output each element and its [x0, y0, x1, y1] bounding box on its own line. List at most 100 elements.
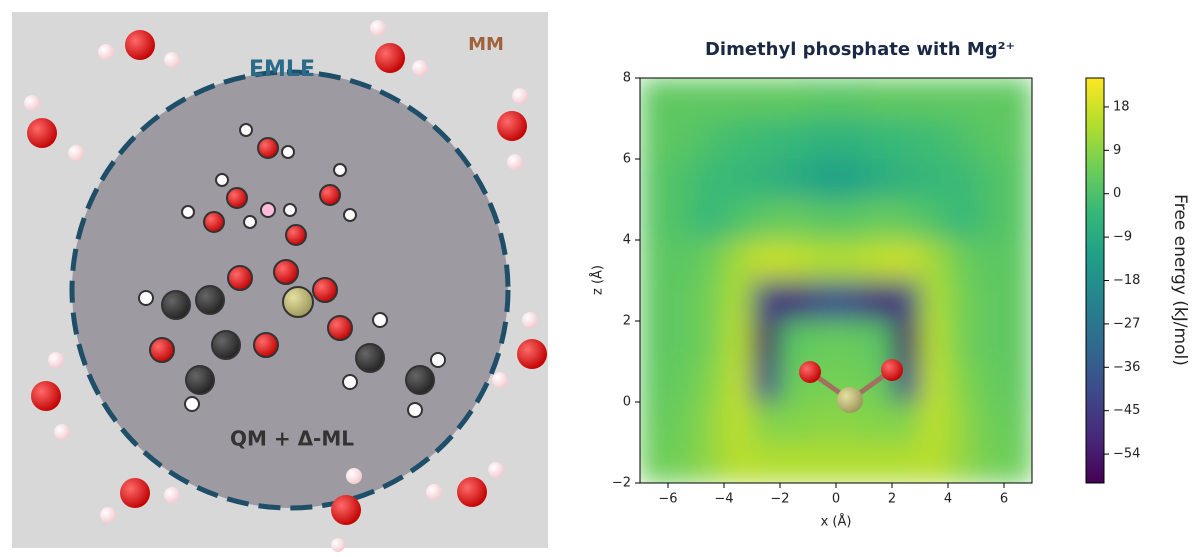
heatmap-cell — [752, 362, 781, 403]
heatmap-cell — [668, 119, 697, 160]
heatmap-cell — [752, 78, 781, 119]
heatmap-cell — [864, 240, 893, 281]
heatmap-cell — [948, 362, 977, 403]
figure: EMLE MM QM + Δ-ML Dimethyl phosphate wit… — [0, 0, 1196, 557]
heatmap-cell — [836, 78, 865, 119]
colorbar-tick-label: −36 — [1113, 360, 1140, 375]
heatmap-cell — [920, 362, 949, 403]
colorbar-tick-label: −27 — [1113, 316, 1140, 331]
heatmap-cell — [892, 240, 921, 281]
heatmap-cell — [696, 119, 725, 160]
heatmap-cell — [920, 200, 949, 241]
heatmap-cell — [920, 321, 949, 362]
heatmap-cell — [808, 78, 837, 119]
heatmap-cell — [1004, 362, 1033, 403]
heatmap-cell — [752, 119, 781, 160]
heatmap-cell — [752, 200, 781, 241]
heatmap-cell — [696, 443, 725, 484]
heatmap-cell — [668, 240, 697, 281]
heatmap-cell — [976, 321, 1005, 362]
heatmap-cell — [836, 159, 865, 200]
x-tick-label: 6 — [1000, 492, 1008, 507]
heatmap-cell — [976, 159, 1005, 200]
heatmap-cell — [836, 321, 865, 362]
heatmap-cell — [752, 240, 781, 281]
heatmap-cell — [948, 240, 977, 281]
colorbar — [1086, 78, 1104, 483]
heatmap-cell — [752, 321, 781, 362]
heatmap-cell — [892, 159, 921, 200]
heatmap-cell — [864, 119, 893, 160]
y-tick-label: 0 — [623, 395, 631, 410]
heatmap-cell — [696, 159, 725, 200]
heatmap-cell — [948, 159, 977, 200]
heatmap-cell — [752, 402, 781, 443]
x-axis-label: x (Å) — [821, 514, 852, 530]
heatmap-cell — [724, 443, 753, 484]
heatmap-cell — [948, 281, 977, 322]
heatmap-cell — [808, 200, 837, 241]
x-tick-label: −4 — [714, 492, 733, 507]
heatmap-cell — [864, 200, 893, 241]
heatmap-cell — [864, 159, 893, 200]
heatmap-cell — [640, 362, 669, 403]
x-tick-label: 2 — [888, 492, 896, 507]
heatmap-cell — [976, 78, 1005, 119]
heatmap-cell — [1004, 281, 1033, 322]
heatmap-cell — [836, 119, 865, 160]
heatmap-cell — [892, 119, 921, 160]
heatmap — [640, 78, 1033, 484]
heatmap-cell — [976, 362, 1005, 403]
colorbar-tick-label: −45 — [1113, 403, 1140, 418]
heatmap-cell — [892, 78, 921, 119]
heatmap-cell — [808, 443, 837, 484]
heatmap-cell — [724, 240, 753, 281]
heatmap-cell — [780, 119, 809, 160]
heatmap-cell — [780, 402, 809, 443]
heatmap-cell — [808, 159, 837, 200]
x-tick-label: −6 — [658, 492, 677, 507]
heatmap-cell — [892, 402, 921, 443]
heatmap-cell — [724, 119, 753, 160]
y-tick-label: 2 — [623, 314, 631, 329]
x-tick-label: 4 — [944, 492, 952, 507]
heatmap-cell — [696, 240, 725, 281]
heatmap-cell — [920, 78, 949, 119]
colorbar-tick-label: 18 — [1113, 99, 1130, 114]
heatmap-cell — [808, 402, 837, 443]
heatmap-cell — [808, 321, 837, 362]
colorbar-label: Free energy (kJ/mol) — [1170, 194, 1190, 366]
heatmap-cell — [668, 402, 697, 443]
heatmap-cell — [668, 281, 697, 322]
heatmap-cell — [948, 402, 977, 443]
heatmap-cell — [752, 281, 781, 322]
heatmap-cell — [1004, 402, 1033, 443]
heatmap-cell — [724, 402, 753, 443]
heatmap-cell — [920, 240, 949, 281]
heatmap-cell — [864, 402, 893, 443]
heatmap-cell — [920, 281, 949, 322]
heatmap-cell — [1004, 240, 1033, 281]
heatmap-cell — [640, 402, 669, 443]
heatmap-cell — [780, 159, 809, 200]
heatmap-cell — [696, 281, 725, 322]
y-tick-label: 4 — [623, 233, 631, 248]
heatmap-cell — [864, 321, 893, 362]
heatmap-cell — [892, 443, 921, 484]
colorbar-tick-label: 9 — [1113, 143, 1121, 158]
heatmap-cell — [640, 443, 669, 484]
x-tick-label: −2 — [770, 492, 789, 507]
heatmap-cell — [1004, 321, 1033, 362]
heatmap-cell — [864, 78, 893, 119]
heatmap-cell — [724, 321, 753, 362]
heatmap-cell — [836, 443, 865, 484]
heatmap-cell — [780, 240, 809, 281]
heatmap-cell — [696, 362, 725, 403]
colorbar-tick-label: −54 — [1113, 447, 1140, 462]
heatmap-cell — [1004, 200, 1033, 241]
heatmap-cell — [696, 78, 725, 119]
y-tick-label: 6 — [623, 152, 631, 167]
heatmap-cell — [640, 240, 669, 281]
heatmap-cell — [892, 321, 921, 362]
heatmap-cell — [1004, 78, 1033, 119]
